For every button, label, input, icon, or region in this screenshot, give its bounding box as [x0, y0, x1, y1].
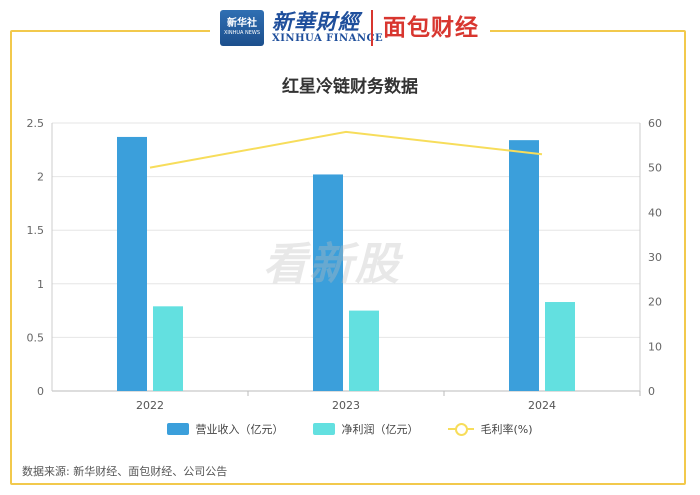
y-tick-label: 2 — [37, 171, 44, 184]
legend-label-net-profit: 净利润（亿元） — [341, 423, 419, 436]
y-tick-label: 2.5 — [27, 117, 45, 130]
y-tick-label: 1.5 — [27, 224, 45, 237]
xinhua-finance-subtitle: XINHUA FINANCE — [272, 33, 384, 44]
y2-tick-label: 20 — [648, 296, 662, 309]
line-series — [149, 130, 543, 169]
legend-label-revenue: 营业收入（亿元） — [195, 423, 284, 436]
y2-tick-label: 50 — [648, 162, 662, 175]
bar-revenue — [117, 136, 147, 391]
x-tick-label: 2022 — [136, 399, 164, 412]
bar-net-profit — [153, 306, 183, 391]
y2-tick-label: 0 — [648, 385, 655, 398]
y2-tick-label: 10 — [648, 340, 662, 353]
y-tick-label: 1 — [37, 278, 44, 291]
y-tick-label: 0.5 — [27, 331, 45, 344]
legend-item-revenue[interactable]: 营业收入（亿元） — [167, 421, 283, 437]
bar-net-profit — [349, 310, 379, 391]
bar-revenue — [313, 174, 343, 391]
y2-tick-label: 40 — [648, 206, 662, 219]
y-tick-label: 0 — [37, 385, 44, 398]
y2-tick-label: 60 — [648, 117, 662, 130]
xinhua-logo-en: XINHUA NEWS — [223, 30, 261, 36]
xinhua-logo-cn: 新华社 — [227, 18, 257, 29]
legend-label-gross-margin: 毛利率(%) — [480, 423, 533, 436]
bar-series — [117, 136, 575, 391]
legend-swatch-gross-margin — [448, 423, 475, 436]
xinhua-finance-title: 新華財經 — [272, 9, 360, 34]
brand-header: 新华社 XINHUA NEWS 新華財經 XINHUA FINANCE 面包财经 — [0, 0, 700, 56]
x-tick-label: 2023 — [332, 399, 360, 412]
x-axis-ticks: 2022 2023 2024 — [136, 391, 641, 412]
xinhua-logo: 新华社 XINHUA NEWS — [220, 10, 264, 46]
legend-item-gross-margin[interactable]: 毛利率(%) — [448, 421, 533, 437]
line-gross-margin — [149, 130, 543, 169]
watermark: 看新股 — [263, 239, 401, 290]
y2-tick-label: 30 — [648, 251, 662, 264]
x-tick-label: 2024 — [528, 399, 556, 412]
y-axis-ticks: 0 0.5 1 1.5 2 2.5 — [27, 117, 45, 398]
brand-separator — [371, 10, 373, 46]
y2-axis-ticks: 0 10 20 30 40 50 60 — [648, 117, 662, 398]
mianbao-logo: 面包财经 — [383, 15, 479, 41]
legend-item-net-profit[interactable]: 净利润（亿元） — [313, 421, 418, 437]
legend-swatch-revenue — [167, 423, 190, 435]
bar-revenue — [509, 140, 539, 391]
legend-swatch-net-profit — [313, 423, 336, 435]
chart-title: 红星冷链财务数据 — [282, 77, 418, 97]
grid-lines — [51, 122, 641, 392]
data-source-footer: 数据来源: 新华财经、面包财经、公司公告 — [22, 465, 228, 478]
bar-net-profit — [545, 302, 575, 391]
legend: 营业收入（亿元） 净利润（亿元） 毛利率(%) — [0, 421, 700, 437]
